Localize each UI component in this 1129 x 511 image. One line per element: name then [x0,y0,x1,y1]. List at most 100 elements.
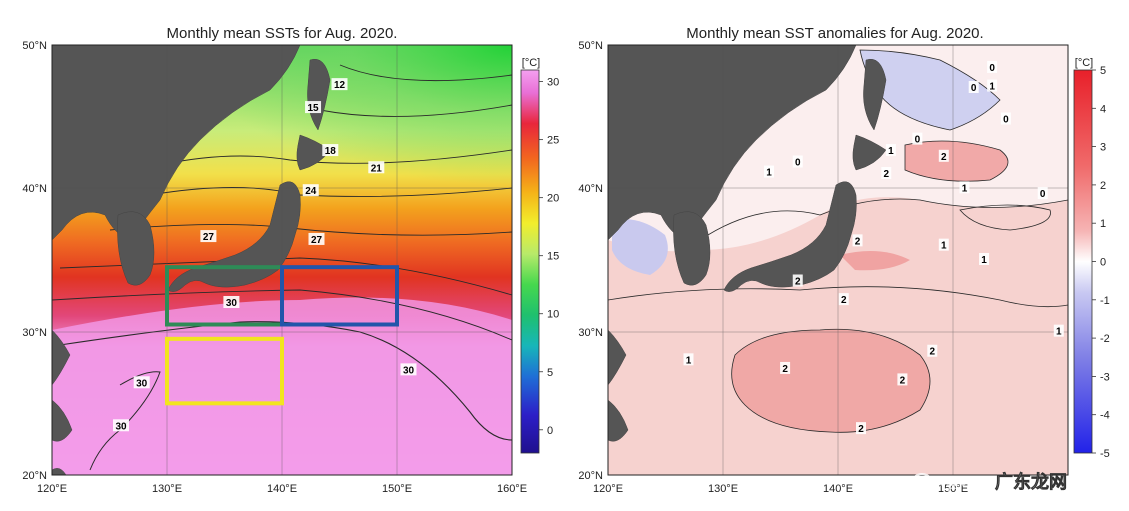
anomaly-ytick-50: 50°N [578,40,603,52]
anomaly-contour-label: 1 [885,144,896,157]
watermark: 悟空问答 广东龙网 [910,471,1067,498]
region-box-yellow [165,336,284,406]
anomaly-colorbar-tick-label: 5 [1100,65,1106,77]
sst-contour-label-text: 12 [334,80,346,91]
sst-contour-label-text: 30 [226,298,238,309]
anomaly-contour-label-text: 1 [981,255,987,266]
sst-land [52,45,331,475]
anomaly-contour-label-text: 1 [962,183,968,194]
sst-colorbar-bar [520,69,540,454]
sst-xtick-130: 130°E [152,483,182,495]
watermark-brand: 悟空问答 [940,474,1020,498]
anomaly-contour-label-text: 0 [1040,189,1046,200]
anomaly-colorbar-tick-label: 2 [1100,180,1106,192]
watermark-site: 广东龙网 [995,471,1067,493]
anomaly-contour-label: 1 [987,79,998,93]
anomaly-grid [608,45,1068,475]
anomaly-contour-label: 2 [792,274,803,288]
sst-colorbar-tick-label: 15 [547,251,559,263]
sst-contour-label-text: 15 [307,103,319,114]
anomaly-xtick-140: 140°E [823,483,853,495]
anomaly-contour-label-text: 1 [766,168,772,179]
sst-contour-label: 30 [400,363,417,376]
anomaly-contour-label: 2 [852,234,863,247]
anomaly-contour-label-text: 2 [930,347,936,358]
anomaly-contour-label: 2 [938,149,949,163]
sst-contour-label-text: 21 [371,163,383,174]
anomaly-colorbar-tick-label: 1 [1100,218,1106,230]
sst-region-boxes [165,265,399,406]
anomaly-colorbar-tick-label: -5 [1100,448,1110,460]
sst-xtick-160: 160°E [497,483,527,495]
anomaly-contour-label-text: 1 [941,241,947,252]
anomaly-contour-label: 0 [987,60,998,74]
sst-xtick-120: 120°E [37,483,67,495]
anomaly-colorbar: [°C] 5 4 3 2 1 0 -1 -2 -3 -4 -5 [1073,57,1110,460]
anomaly-colorbar-tick-label: 0 [1100,257,1106,269]
sst-colorbar-tick-label: 10 [547,309,559,321]
anomaly-ytick-30: 30°N [578,327,603,339]
anomaly-ytick-40: 40°N [578,183,603,195]
anomaly-contour-label-text: 2 [795,277,801,288]
sst-contour-label-text: 18 [325,146,337,157]
anomaly-contour-label-text: 2 [941,152,947,163]
sst-colorbar-unit: [°C] [522,57,540,69]
sst-colorbar-tick-label: 20 [547,193,559,205]
sst-ytick-30: 30°N [22,327,47,339]
anomaly-contour-label-text: 1 [1056,327,1062,338]
anomaly-ytick-20: 20°N [578,470,603,482]
anomaly-contour-label-text: 2 [855,236,861,247]
sst-contour-label-text: 24 [305,186,317,197]
anomaly-contour-label-text: 1 [989,82,995,93]
anomaly-contour-label-text: 0 [989,63,995,74]
anomaly-contour-label: 2 [780,361,791,375]
anomaly-contour-label-text: 1 [686,355,692,366]
sst-contour-label: 27 [308,232,325,246]
sst-colorbar-tick-label: 30 [547,77,559,89]
anomaly-contour-label: 2 [881,167,892,180]
anomaly-colorbar-tick-label: -1 [1100,295,1110,307]
anomaly-colorbar-tick-label: 3 [1100,142,1106,154]
sst-contour-label-text: 30 [115,421,127,432]
sst-contour-label-text: 30 [403,365,415,376]
anomaly-positive-core [731,329,930,433]
anomaly-contour-label-text: 0 [1003,115,1009,126]
anomaly-contour-label-text: 2 [782,364,788,375]
anomaly-contour-label-text: 2 [858,424,864,435]
anomaly-colorbar-unit: [°C] [1075,57,1093,69]
anomaly-contour-label: 2 [897,373,908,386]
sst-contour-label: 12 [331,78,348,91]
anomaly-colorbar-tick-label: -2 [1100,333,1110,345]
anomaly-colorbar-bar [1073,69,1093,454]
anomaly-contour-label: 0 [792,155,803,169]
anomaly-contour-label: 0 [1037,187,1048,200]
sst-title: Monthly mean SSTs for Aug. 2020. [167,25,398,42]
anomaly-positive-mid [840,251,910,271]
anomaly-colorbar-tick-label: -3 [1100,371,1110,383]
sst-frame [51,44,513,476]
anomaly-contour-label-text: 0 [795,158,801,169]
sst-ytick-20: 20°N [22,470,47,482]
anomaly-contour-label: 0 [968,81,979,94]
anomaly-contour-label: 2 [856,422,866,435]
anomaly-land [608,45,887,442]
sst-colorbar-tick-label: 5 [547,367,553,379]
sst-xtick-150: 150°E [382,483,412,495]
anomaly-contour-label-text: 2 [900,375,906,386]
anomaly-negative-west [612,219,668,275]
anomaly-xtick-150: 150°E [938,483,968,495]
anomaly-contour-label: 0 [912,132,923,146]
sst-contour-label: 24 [302,184,319,197]
anomaly-contour-label: 1 [764,165,774,179]
anomaly-colorbar-tick-label: 4 [1100,103,1106,115]
sst-contour-label-text: 30 [136,378,148,389]
anomaly-positive-ne [905,141,1008,182]
sst-colorbar-tick-label: 25 [547,135,559,147]
sst-contour-label-text: 27 [311,235,323,246]
sst-colorbar-tick-label: 0 [547,425,553,437]
anomaly-contour-label-text: 0 [915,135,921,146]
anomaly-xtick-130: 130°E [708,483,738,495]
anomaly-xtick-120: 120°E [593,483,623,495]
anomaly-colorbar-tick-label: -4 [1100,410,1110,422]
